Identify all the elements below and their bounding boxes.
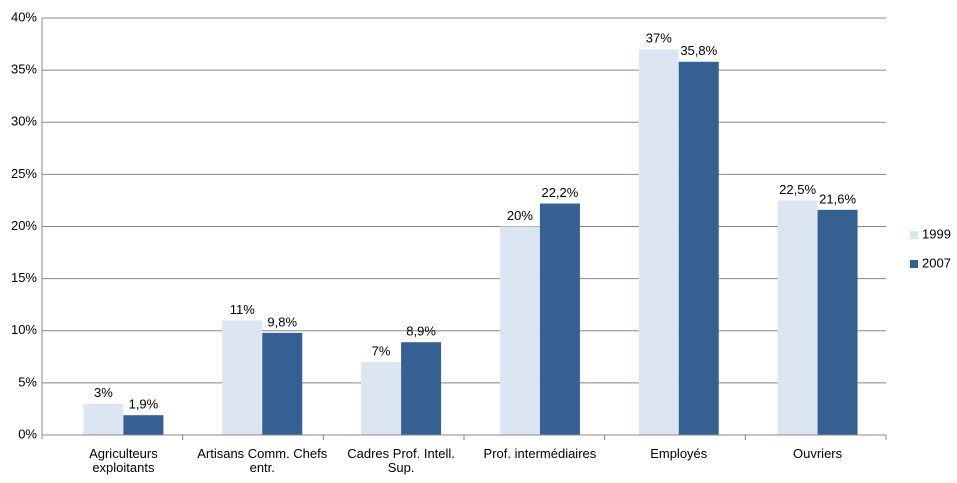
data-label: 22,5%: [779, 182, 816, 197]
y-tick-label: 15%: [11, 270, 37, 285]
data-label: 7%: [372, 343, 391, 358]
y-tick-label: 0%: [18, 426, 37, 441]
x-tick-label: Cadres Prof. Intell. Sup.: [347, 446, 455, 475]
data-label: 8,9%: [406, 324, 436, 339]
x-tick-label: Ouvriers: [793, 446, 843, 461]
data-label: 9,8%: [267, 314, 297, 329]
data-label: 20%: [507, 208, 533, 223]
y-tick-label: 30%: [11, 114, 37, 129]
data-label: 11%: [230, 302, 255, 317]
y-tick-label: 40%: [11, 9, 37, 24]
data-label: 3%: [94, 385, 113, 400]
bar: [361, 362, 402, 435]
legend-label: 1999: [922, 226, 951, 241]
bar: [539, 203, 580, 435]
x-tick-label: Artisans Comm. Chefs entr.: [197, 446, 328, 475]
y-tick-label: 25%: [11, 166, 37, 181]
x-tick-label: Prof. intermédiaires: [483, 446, 597, 461]
data-label: 21,6%: [819, 191, 856, 206]
bar: [123, 415, 164, 435]
bar: [817, 209, 858, 435]
bar: [678, 61, 719, 435]
x-tick-label: Employés: [650, 446, 708, 461]
bar: [83, 403, 124, 435]
data-label: 1,9%: [129, 397, 159, 412]
bar: [222, 320, 263, 435]
bar: [499, 226, 540, 435]
legend-label: 2007: [922, 255, 951, 270]
bar: [401, 342, 442, 435]
bar: [777, 200, 818, 435]
y-tick-label: 10%: [11, 322, 37, 337]
bar: [262, 332, 303, 435]
legend-swatch: [910, 231, 918, 239]
data-label: 35,8%: [680, 43, 717, 58]
y-tick-label: 20%: [11, 218, 37, 233]
bar: [638, 49, 679, 436]
x-tick-label: Agriculteurs exploitants: [89, 446, 158, 475]
y-tick-label: 5%: [18, 374, 37, 389]
data-label: 37%: [646, 31, 672, 46]
legend-swatch: [910, 260, 918, 268]
y-tick-label: 35%: [11, 62, 37, 77]
data-label: 22,2%: [541, 185, 578, 200]
